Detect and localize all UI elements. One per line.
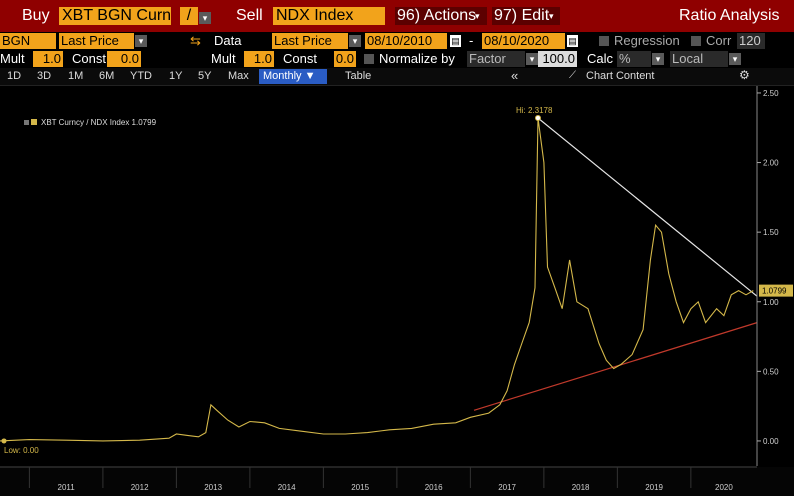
legend-label: XBT Curncy / NDX Index 1.0799	[41, 118, 157, 127]
data-field-input[interactable]: Last Price	[272, 33, 348, 49]
sell-const-label: Const	[283, 51, 317, 66]
x-tick-label: 2019	[645, 483, 663, 492]
x-tick-label: 2016	[425, 483, 443, 492]
chart-area: 0.00 0.50 1.00 1.50 2.00 2.50 2011 2012 2013 2014…	[0, 86, 794, 496]
timeframe-ytd[interactable]: YTD	[130, 70, 152, 82]
x-tick-label: 2011	[58, 483, 76, 492]
last-value-tag	[759, 284, 793, 297]
y-tick-label: 1.50	[763, 228, 779, 237]
currency-input[interactable]: Local	[670, 51, 728, 67]
x-tick-label: 2013	[204, 483, 222, 492]
calc-dropdown-icon[interactable]: ▾	[652, 53, 664, 65]
sell-ticker-input[interactable]: NDX Index	[273, 7, 385, 25]
edit-chevron-icon: ▾	[549, 11, 554, 21]
date-separator: -	[469, 33, 474, 48]
regression-checkbox[interactable]	[599, 36, 609, 46]
corr-label: Corr	[706, 33, 732, 48]
low-marker	[1, 438, 7, 444]
high-marker	[534, 115, 541, 122]
normalize-label: Normalize by	[379, 51, 455, 66]
y-tick-label: 0.50	[763, 367, 779, 376]
x-tick-label: 2012	[131, 483, 149, 492]
y-tick-label: 1.00	[763, 298, 779, 307]
regression-label: Regression	[614, 33, 680, 48]
support-trendline	[473, 322, 758, 411]
normalize-method-input[interactable]: Factor	[467, 51, 525, 67]
start-date-input[interactable]: 08/10/2010	[365, 33, 447, 49]
sell-mult-label: Mult	[211, 51, 236, 66]
last-value-label: 1.0799	[762, 287, 787, 296]
data-label: Data	[214, 33, 242, 48]
timeframe-3d[interactable]: 3D	[37, 70, 52, 82]
actions-menu-button[interactable]: 96) Actions	[395, 7, 487, 25]
timeframe-max[interactable]: Max	[228, 70, 249, 82]
edit-menu-button[interactable]: 97) Edit	[492, 7, 560, 25]
timeframe-1d[interactable]: 1D	[7, 70, 22, 82]
operator-input[interactable]: /	[180, 7, 198, 25]
x-tick-label: 2014	[278, 483, 296, 492]
buy-mult-input[interactable]: 1.0	[33, 51, 63, 67]
end-calendar-icon[interactable]: ▤	[567, 35, 578, 47]
x-tick-label: 2017	[498, 483, 516, 492]
currency-dropdown-icon[interactable]: ▾	[729, 53, 741, 65]
data-settings-row: BGN Last Price ▾ ⇆ Data Last Price ▾ 08/…	[0, 32, 794, 50]
x-tick-label: 2015	[351, 483, 369, 492]
legend-swatch-icon	[31, 119, 37, 125]
buy-source-input[interactable]: BGN	[0, 33, 56, 49]
chart-legend: XBT Curncy / NDX Index 1.0799	[24, 118, 156, 127]
normalize-value-input[interactable]: 100.0	[538, 51, 577, 67]
sell-mult-input[interactable]: 1.0	[244, 51, 274, 67]
resistance-trendline	[537, 117, 758, 297]
sell-const-input[interactable]: 0.0	[334, 51, 356, 67]
chart-content-icon: ⟋	[569, 70, 576, 81]
corr-checkbox[interactable]	[691, 36, 701, 46]
buy-field-input[interactable]: Last Price	[59, 33, 134, 49]
y-tick-label: 0.00	[763, 437, 779, 446]
calc-input[interactable]: %	[617, 51, 651, 67]
buy-mult-label: Mult	[0, 51, 25, 66]
x-tick-label: 2018	[572, 483, 590, 492]
calc-label: Calc	[587, 51, 614, 66]
chart-content-button[interactable]: Chart Content	[586, 70, 655, 82]
adjustments-row: Mult 1.0 Const 0.0 Mult 1.0 Const 0.0 No…	[0, 50, 794, 68]
page-title: Ratio Analysis	[679, 7, 780, 24]
ratio-chart: 0.00 0.50 1.00 1.50 2.00 2.50 2011 2012 2013 2014…	[0, 86, 794, 496]
buy-field-dropdown-icon[interactable]: ▾	[135, 35, 147, 47]
data-field-dropdown-icon[interactable]: ▾	[349, 35, 361, 47]
actions-chevron-icon: ▾	[475, 11, 480, 21]
ratio-series-line	[0, 117, 754, 442]
command-bar: Buy XBT BGN Curn / ▾ Sell NDX Index 96) …	[0, 0, 794, 32]
sell-label: Sell	[236, 7, 263, 24]
normalize-dropdown-icon[interactable]: ▾	[526, 53, 538, 65]
collapse-icon[interactable]: «	[511, 68, 519, 83]
buy-label: Buy	[22, 7, 50, 24]
low-label: Low: 0.00	[4, 446, 39, 455]
timeframe-1y[interactable]: 1Y	[169, 70, 183, 82]
y-tick-label: 2.50	[763, 89, 779, 98]
y-tick-label: 2.00	[763, 159, 779, 168]
buy-const-input[interactable]: 0.0	[107, 51, 141, 67]
gear-icon[interactable]: ⚙	[739, 68, 750, 82]
timeframe-1m[interactable]: 1M	[68, 70, 84, 82]
frequency-dropdown[interactable]: Monthly ▼	[259, 69, 327, 84]
timeframe-5y[interactable]: 5Y	[198, 70, 212, 82]
high-label: Hi: 2.3178	[516, 106, 553, 115]
timeframe-bar: 1D 3D 1M 6M YTD 1Y 5Y Max Monthly ▼ Tabl…	[0, 68, 794, 86]
timeframe-6m[interactable]: 6M	[99, 70, 115, 82]
operator-dropdown-icon[interactable]: ▾	[199, 12, 211, 24]
legend-hide-icon[interactable]	[24, 120, 29, 125]
buy-const-label: Const	[72, 51, 106, 66]
normalize-checkbox[interactable]	[364, 54, 374, 64]
table-button[interactable]: Table	[345, 70, 372, 82]
x-tick-label: 2020	[715, 483, 733, 492]
end-date-input[interactable]: 08/10/2020	[482, 33, 565, 49]
buy-ticker-input[interactable]: XBT BGN Curn	[59, 7, 171, 25]
start-calendar-icon[interactable]: ▤	[450, 35, 461, 47]
corr-period-input[interactable]: 120	[737, 33, 765, 49]
swap-icon[interactable]: ⇆	[190, 33, 201, 48]
